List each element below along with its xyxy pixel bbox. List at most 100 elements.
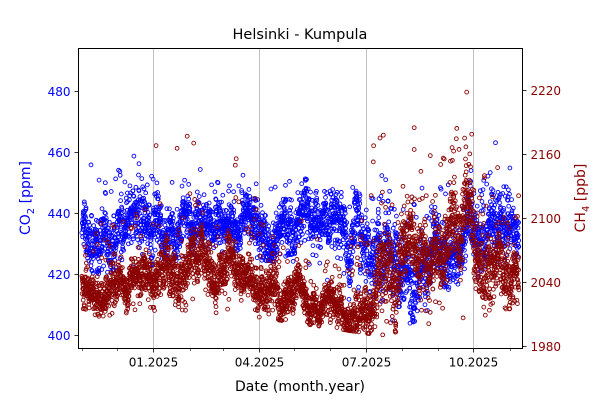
co2-point: [255, 197, 261, 202]
co2-point: [391, 206, 397, 212]
co2-point: [491, 205, 497, 211]
co2-point: [327, 232, 332, 238]
co2-point: [147, 212, 153, 218]
co2-point: [247, 193, 252, 199]
co2-point: [371, 259, 376, 264]
ch4-point: [143, 247, 149, 253]
co2-point: [156, 193, 161, 199]
co2-point: [479, 192, 485, 197]
co2-point: [180, 233, 185, 239]
co2-point: [486, 230, 491, 235]
co2-point: [503, 184, 509, 190]
co2-point: [507, 165, 513, 171]
co2-point: [231, 189, 236, 195]
co2-point: [516, 220, 521, 225]
co2-point: [112, 248, 118, 254]
co2-point: [290, 259, 296, 264]
co2-point: [158, 217, 164, 223]
ch4-point: [276, 264, 282, 270]
co2-point: [419, 185, 425, 191]
co2-point: [463, 239, 469, 244]
co2-point: [158, 219, 164, 225]
co2-point: [361, 252, 367, 257]
co2-point: [476, 231, 481, 236]
co2-point: [394, 213, 399, 219]
co2-point: [487, 170, 493, 175]
co2-point: [353, 191, 359, 196]
co2-point: [501, 208, 506, 213]
co2-point: [352, 230, 358, 236]
co2-point: [89, 268, 95, 274]
co2-point: [288, 205, 294, 211]
co2-point: [479, 199, 485, 204]
co2-point: [350, 249, 356, 254]
co2-point: [352, 232, 358, 237]
co2-point: [327, 223, 333, 228]
co2-point: [509, 208, 515, 214]
co2-point: [351, 220, 357, 225]
co2-point: [515, 235, 520, 241]
co2-point: [97, 259, 102, 265]
co2-point: [489, 202, 495, 207]
co2-point: [99, 267, 105, 272]
ch4-point: [184, 133, 190, 139]
co2-point: [133, 220, 138, 226]
ch4-point: [233, 156, 239, 162]
co2-point: [220, 208, 226, 214]
co2-point: [484, 181, 490, 187]
co2-point: [509, 228, 515, 234]
co2-point: [101, 263, 106, 269]
co2-point: [490, 211, 496, 217]
co2-point: [150, 176, 156, 182]
co2-point: [161, 217, 167, 223]
co2-point: [244, 192, 250, 198]
co2-point: [409, 264, 415, 270]
ch4-point: [266, 311, 272, 317]
co2-point: [328, 231, 333, 237]
co2-point: [375, 206, 381, 212]
co2-point: [116, 231, 122, 237]
co2-point: [131, 153, 137, 159]
co2-point: [493, 211, 499, 216]
co2-point: [258, 202, 264, 208]
ch4-point: [191, 275, 196, 280]
co2-point: [301, 223, 307, 229]
ch4-point: [155, 257, 161, 262]
co2-point: [387, 188, 392, 194]
co2-point: [194, 205, 200, 211]
ch4-point: [132, 307, 138, 313]
series-ch4: [79, 89, 522, 338]
co2-point: [376, 215, 382, 220]
co2-point: [184, 216, 190, 222]
co2-point: [325, 207, 331, 213]
co2-point: [136, 161, 142, 167]
co2-point: [158, 204, 163, 210]
co2-point: [108, 189, 114, 194]
ch4-point: [80, 297, 86, 303]
co2-point: [289, 197, 294, 203]
co2-point: [187, 209, 193, 215]
ch4-point: [247, 240, 252, 246]
co2-point: [220, 192, 226, 198]
co2-point: [236, 183, 242, 189]
co2-point: [334, 189, 340, 195]
co2-point: [137, 204, 142, 210]
ch4-point: [236, 199, 242, 205]
co2-point: [383, 177, 389, 183]
co2-point: [227, 183, 232, 189]
co2-point: [116, 167, 121, 173]
co2-point: [423, 294, 428, 300]
ch4-point: [130, 301, 136, 307]
co2-point: [347, 250, 353, 255]
co2-point: [234, 217, 240, 223]
co2-point: [496, 194, 502, 200]
co2-point: [328, 191, 334, 197]
co2-point: [510, 205, 516, 211]
co2-point: [500, 191, 506, 196]
co2-point: [515, 232, 521, 238]
co2-point: [412, 202, 417, 208]
co2-point: [99, 206, 105, 212]
co2-point: [103, 211, 108, 216]
co2-point: [356, 284, 361, 290]
co2-point: [477, 188, 483, 194]
